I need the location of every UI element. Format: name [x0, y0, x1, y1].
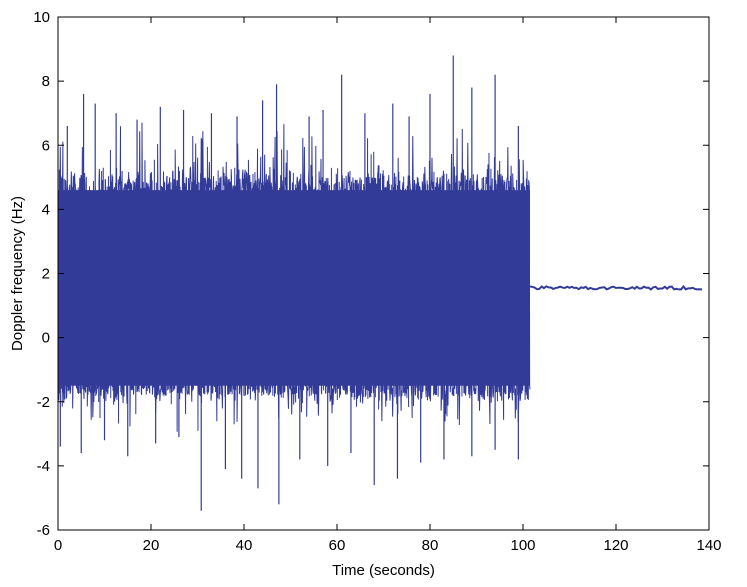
- x-tick-label: 80: [422, 537, 439, 554]
- x-axis: 0 20 40 60 80 100 120 140: [54, 17, 722, 554]
- y-tick-label: 2: [42, 266, 50, 283]
- y-tick-label: -6: [37, 522, 50, 539]
- y-tick-label: -4: [37, 458, 50, 475]
- y-tick-label: 0: [42, 330, 50, 347]
- y-tick-label: -2: [37, 394, 50, 411]
- series-dense-core: [58, 190, 530, 386]
- x-tick-label: 140: [696, 537, 721, 554]
- x-tick-label: 60: [329, 537, 346, 554]
- x-tick-label: 20: [143, 537, 160, 554]
- x-tick-label: 0: [54, 537, 62, 554]
- x-axis-label: Time (seconds): [332, 562, 435, 579]
- x-tick-label: 40: [236, 537, 253, 554]
- y-axis: -6 -4 -2 0 2 4 6 8 10: [33, 9, 709, 539]
- y-tick-label: 10: [33, 9, 50, 26]
- y-axis-label: Doppler frequency (Hz): [9, 196, 26, 351]
- y-tick-label: 6: [42, 137, 50, 154]
- series-flat-segment: [529, 284, 703, 291]
- y-tick-label: 4: [42, 201, 50, 218]
- x-tick-label: 100: [510, 537, 535, 554]
- y-tick-label: 8: [42, 73, 50, 90]
- series-layer: [57, 55, 703, 511]
- x-tick-label: 120: [603, 537, 628, 554]
